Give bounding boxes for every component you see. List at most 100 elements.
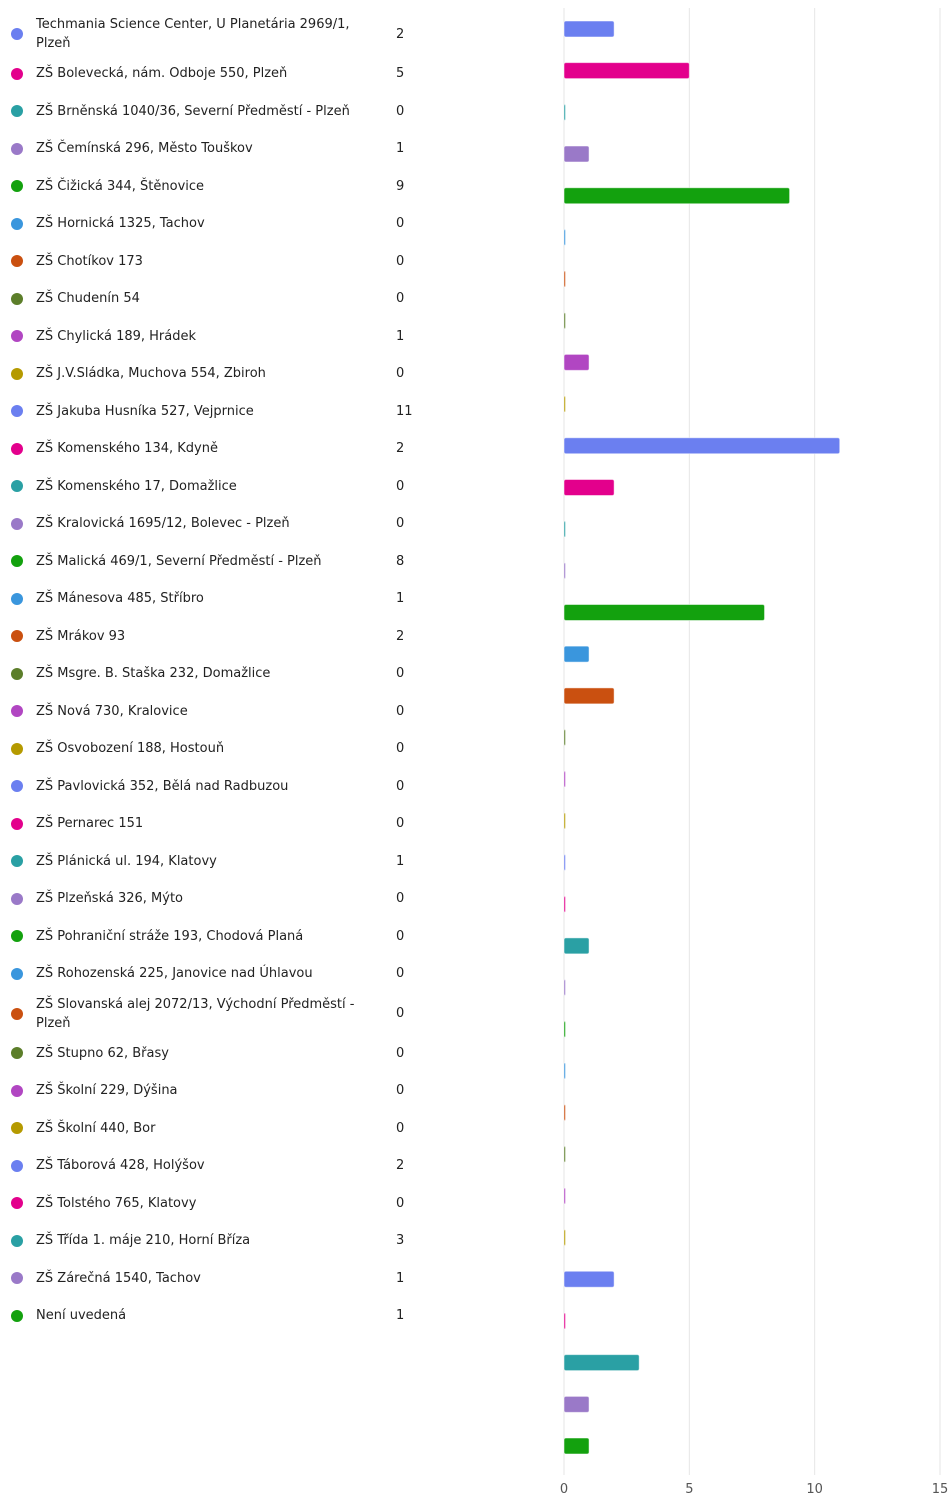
legend-row: ZŠ Pernarec 151 0 bbox=[0, 805, 430, 843]
bar bbox=[563, 1104, 566, 1122]
legend-row: ZŠ Mrákov 93 2 bbox=[0, 618, 430, 656]
legend-dot bbox=[11, 1122, 23, 1135]
legend-count: 1 bbox=[396, 1270, 405, 1286]
legend-count: 8 bbox=[396, 553, 405, 569]
legend-row: ZŠ Komenského 17, Domažlice 0 bbox=[0, 468, 430, 506]
legend-count: 1 bbox=[396, 1308, 405, 1324]
legend-row: ZŠ Plánická ul. 194, Klatovy 1 bbox=[0, 843, 430, 881]
legend-dot bbox=[11, 667, 23, 680]
legend-row: Není uvedená 1 bbox=[0, 1297, 430, 1335]
legend-count: 0 bbox=[396, 816, 405, 832]
legend-label: ZŠ Mrákov 93 bbox=[36, 628, 126, 644]
legend-label: ZŠ Rohozenská 225, Janovice nad Úhlavou bbox=[36, 966, 313, 982]
bar bbox=[563, 603, 766, 621]
legend-count: 0 bbox=[396, 478, 405, 494]
legend-row: ZŠ Komenského 134, Kdyně 2 bbox=[0, 430, 430, 468]
legend-row: ZŠ Osvobození 188, Hostouň 0 bbox=[0, 730, 430, 768]
legend-count: 1 bbox=[396, 141, 405, 157]
legend-dot bbox=[11, 1084, 23, 1097]
bar bbox=[563, 895, 566, 913]
legend-row: ZŠ Tolstého 765, Klatovy 0 bbox=[0, 1185, 430, 1223]
legend-count: 1 bbox=[396, 328, 405, 344]
legend-count: 3 bbox=[396, 1233, 405, 1249]
legend-label: ZŠ Slovanská alej 2072/13, Východní Před… bbox=[36, 996, 355, 1031]
legend-dot bbox=[11, 855, 23, 868]
legend-count: 0 bbox=[396, 891, 405, 907]
bar bbox=[563, 1437, 590, 1455]
legend-row: ZŠ Chudenín 54 0 bbox=[0, 280, 430, 318]
legend-dot bbox=[11, 967, 23, 980]
legend-count: 5 bbox=[396, 66, 405, 82]
legend-dot bbox=[11, 330, 23, 343]
legend-label: ZŠ Komenského 17, Domažlice bbox=[36, 478, 237, 494]
bar bbox=[563, 437, 841, 455]
bar bbox=[563, 20, 615, 38]
legend-dot bbox=[11, 1007, 23, 1020]
bar bbox=[563, 520, 566, 538]
legend-label: ZŠ Bolevecká, nám. Odboje 550, Plzeň bbox=[36, 66, 288, 82]
bar bbox=[563, 270, 566, 288]
legend-count: 0 bbox=[396, 1083, 405, 1099]
legend-dot bbox=[11, 742, 23, 755]
legend-label: ZŠ Stupno 62, Břasy bbox=[36, 1045, 169, 1061]
legend-row: ZŠ Rohozenská 225, Janovice nad Úhlavou 0 bbox=[0, 955, 430, 993]
bar bbox=[563, 145, 590, 163]
legend-label: ZŠ Brněnská 1040/36, Severní Předměstí -… bbox=[36, 103, 350, 119]
legend-label: ZŠ Mánesova 485, Stříbro bbox=[36, 591, 204, 607]
legend-row: ZŠ Mánesova 485, Stříbro 1 bbox=[0, 580, 430, 618]
legend-row: ZŠ Táborová 428, Holýšov 2 bbox=[0, 1147, 430, 1185]
legend-row: ZŠ Msgre. B. Staška 232, Domažlice 0 bbox=[0, 655, 430, 693]
legend-label: ZŠ Třída 1. máje 210, Horní Bříza bbox=[36, 1233, 251, 1249]
legend-count: 0 bbox=[396, 253, 405, 269]
legend-label: ZŠ Pernarec 151 bbox=[36, 816, 144, 832]
bar bbox=[563, 62, 690, 80]
legend-dot bbox=[11, 930, 23, 943]
legend-dot bbox=[11, 892, 23, 905]
legend-count: 0 bbox=[396, 1195, 405, 1211]
legend-dot bbox=[11, 1272, 23, 1285]
legend-count: 0 bbox=[396, 703, 405, 719]
legend-count: 11 bbox=[396, 403, 413, 419]
legend-label: ZŠ Plánická ul. 194, Klatovy bbox=[36, 853, 217, 869]
legend-label: ZŠ Školní 440, Bor bbox=[36, 1120, 156, 1136]
legend-label: ZŠ Čižická 344, Štěnovice bbox=[36, 178, 205, 194]
bar bbox=[563, 812, 566, 830]
legend-label: ZŠ Pavlovická 352, Bělá nad Radbuzou bbox=[36, 778, 289, 794]
legend-count: 2 bbox=[396, 26, 405, 42]
legend-row: ZŠ Jakuba Husníka 527, Vejprnice 11 bbox=[0, 393, 430, 431]
bar bbox=[563, 1395, 590, 1413]
legend-label: ZŠ Chudenín 54 bbox=[36, 291, 140, 307]
bar bbox=[563, 228, 566, 246]
legend-count: 9 bbox=[396, 178, 405, 194]
bar bbox=[563, 1270, 615, 1288]
legend-count: 0 bbox=[396, 741, 405, 757]
legend-dot bbox=[11, 1197, 23, 1210]
bar bbox=[563, 645, 590, 663]
legend-row: Techmania Science Center, U Planetária 2… bbox=[0, 13, 430, 55]
legend-label: ZŠ J.V.Sládka, Muchova 554, Zbiroh bbox=[36, 366, 266, 382]
legend-label: ZŠ Chotíkov 173 bbox=[36, 253, 143, 269]
bar bbox=[563, 1145, 566, 1163]
bar bbox=[563, 312, 566, 330]
x-tick-label: 0 bbox=[560, 1482, 568, 1497]
legend-label: ZŠ Školní 229, Dýšina bbox=[36, 1083, 178, 1099]
legend-label: ZŠ Tolstého 765, Klatovy bbox=[36, 1195, 197, 1211]
legend-dot bbox=[11, 1309, 23, 1322]
legend-label: Není uvedená bbox=[36, 1308, 127, 1324]
legend-dot bbox=[11, 592, 23, 605]
legend-dot bbox=[11, 367, 23, 380]
legend-row: ZŠ Třída 1. máje 210, Horní Bříza 3 bbox=[0, 1222, 430, 1260]
legend-count: 2 bbox=[396, 628, 405, 644]
legend-label: Techmania Science Center, U Planetária 2… bbox=[36, 17, 350, 51]
legend-row: ZŠ Chylická 189, Hrádek 1 bbox=[0, 318, 430, 356]
legend-dot bbox=[11, 555, 23, 568]
legend-dot bbox=[11, 28, 23, 40]
legend-row: ZŠ Chotíkov 173 0 bbox=[0, 243, 430, 281]
legend-dot bbox=[11, 817, 23, 830]
legend-count: 0 bbox=[396, 778, 405, 794]
legend-label: ZŠ Táborová 428, Holýšov bbox=[36, 1158, 205, 1174]
legend-label: ZŠ Hornická 1325, Tachov bbox=[36, 216, 205, 232]
legend-dot bbox=[11, 217, 23, 230]
bar bbox=[563, 1229, 566, 1247]
